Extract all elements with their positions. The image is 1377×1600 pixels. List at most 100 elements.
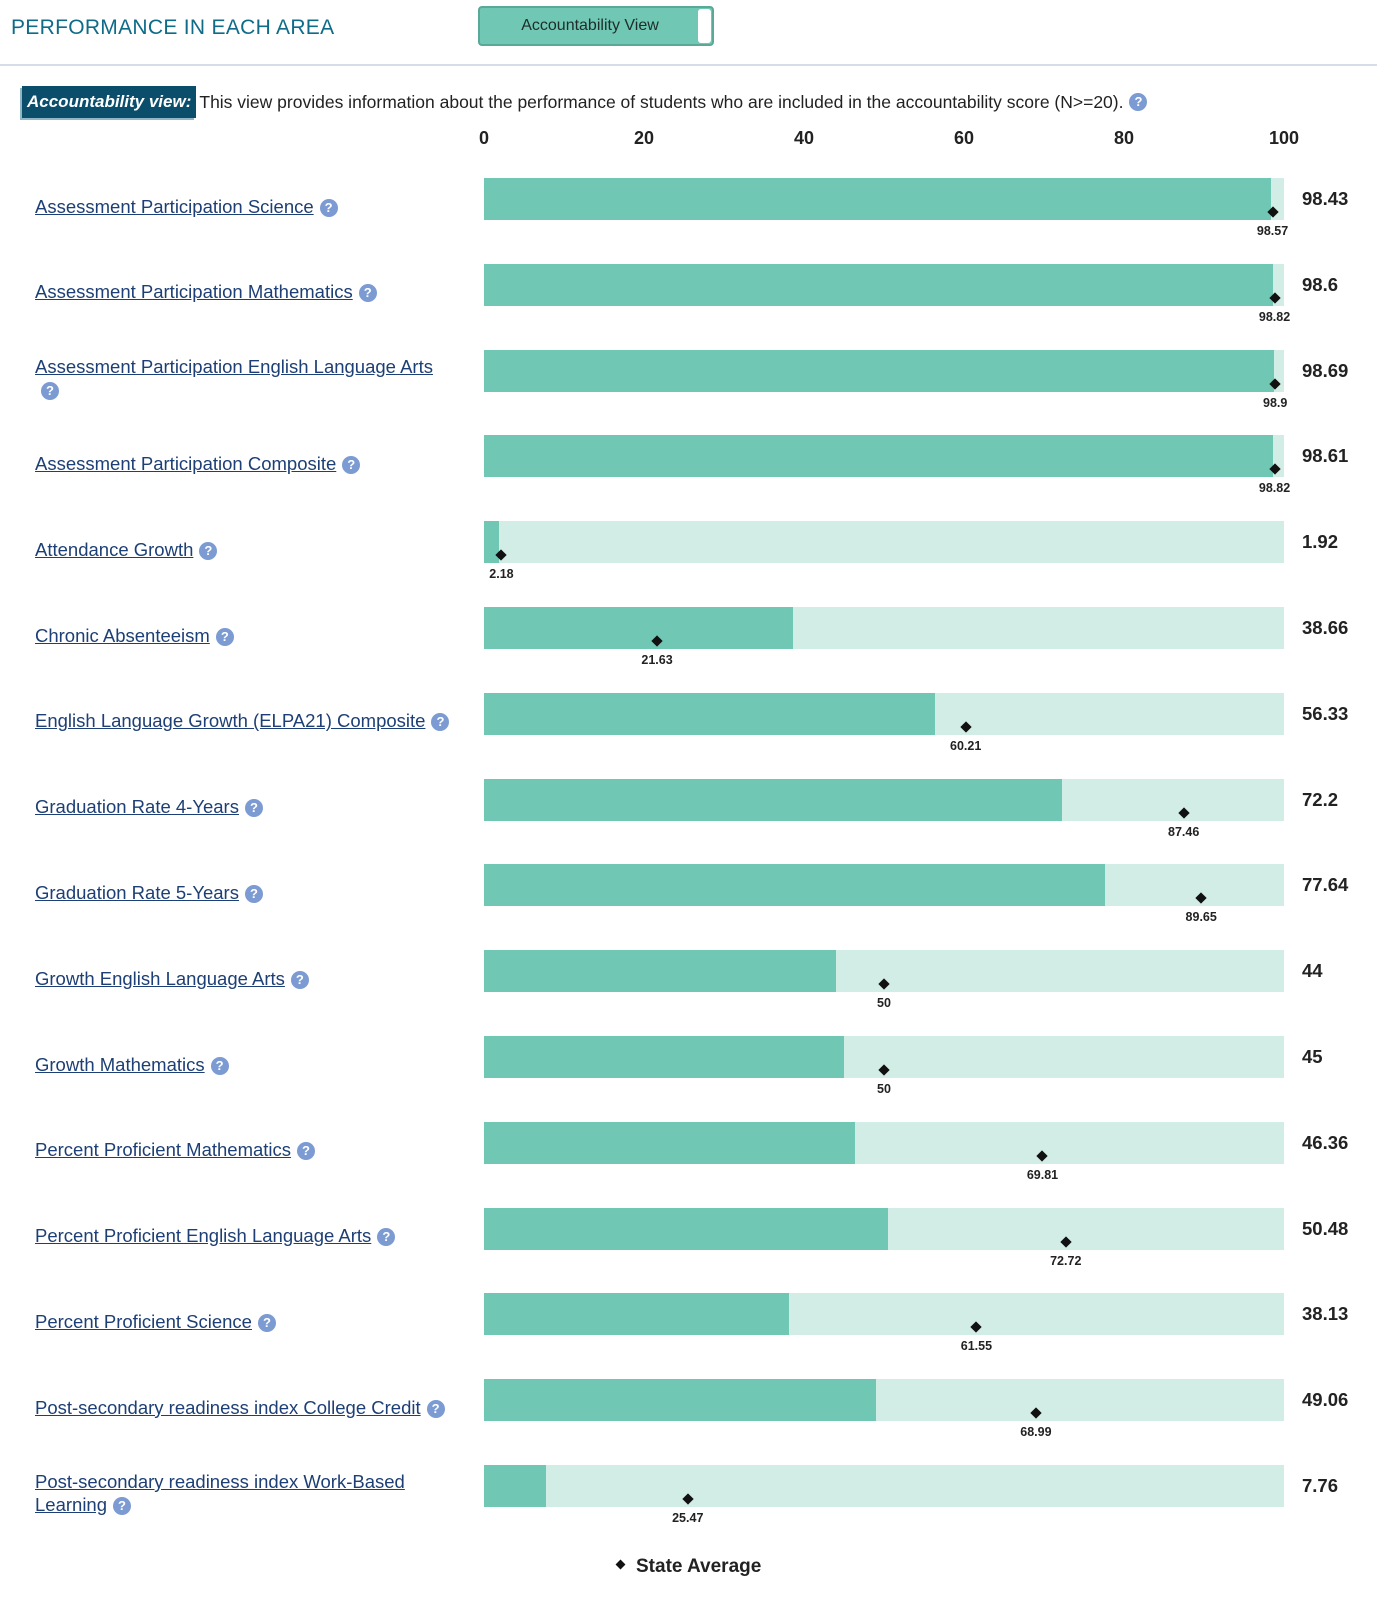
x-tick-label: 80 [1113, 128, 1135, 148]
category-text: Assessment Participation Composite [35, 452, 337, 474]
help-icon[interactable]: ? [426, 1399, 445, 1418]
category-link[interactable]: English Language Growth (ELPA21) Composi… [35, 709, 450, 732]
help-icon[interactable]: ? [257, 1314, 276, 1332]
state-average-label: 61.55 [960, 1339, 993, 1354]
value-label: 44 [1302, 960, 1323, 982]
value-label: 46.36 [1302, 1131, 1349, 1153]
help-icon[interactable]: ? [113, 1497, 132, 1516]
chart-row: Chronic Absenteeism? 21.63 38.66 [0, 593, 1377, 677]
bar-track [484, 1207, 1284, 1250]
state-average-label: 2.18 [489, 567, 514, 582]
help-icon[interactable]: ? [215, 627, 234, 646]
help-icon[interactable]: ? [297, 1142, 316, 1161]
help-icon[interactable]: ? [377, 1228, 396, 1247]
state-average-label: 50 [877, 1082, 891, 1096]
state-average-marker [1036, 1150, 1049, 1162]
value-label: 45 [1302, 1046, 1323, 1067]
category-link[interactable]: Graduation Rate 4-Years? [35, 795, 263, 818]
value-bar [484, 864, 1106, 907]
category-link[interactable]: Growth English Language Arts? [35, 967, 309, 990]
category-text: Graduation Rate 5-Years [35, 881, 239, 903]
value-bar [484, 692, 935, 735]
value-label: 49.06 [1302, 1389, 1349, 1411]
category-link[interactable]: Assessment Participation Mathematics? [35, 280, 377, 303]
value-label: 50.48 [1302, 1217, 1349, 1239]
category-text: Graduation Rate 4-Years [35, 796, 239, 818]
accountability-view-toggle[interactable]: Accountability View [478, 6, 714, 46]
category-label: Post-secondary readiness index College C… [35, 1365, 450, 1449]
category-label: Assessment Participation Mathematics? [35, 250, 450, 334]
chart-row: Growth Mathematics? 50 45 [0, 1022, 1377, 1106]
value-bar [484, 607, 794, 649]
diamond-icon [615, 1560, 626, 1570]
category-link[interactable]: Percent Proficient Science? [35, 1310, 276, 1333]
x-tick-label: 0 [478, 128, 489, 148]
help-icon[interactable]: ? [358, 284, 377, 303]
chart-row: Percent Proficient English Language Arts… [0, 1194, 1377, 1278]
legend: State Average [615, 1556, 761, 1578]
category-label: Percent Proficient Science? [35, 1279, 450, 1363]
value-label: 98.43 [1302, 188, 1349, 209]
category-text: Percent Proficient English Language Arts [35, 1225, 372, 1247]
bar-track [484, 178, 1284, 220]
chart-row: Attendance Growth? 2.18 1.92 [0, 507, 1377, 591]
category-link[interactable]: Graduation Rate 5-Years? [35, 881, 263, 904]
category-label: Assessment Participation Science? [35, 164, 450, 248]
value-label: 98.61 [1302, 445, 1349, 467]
chart-row: Assessment Participation Composite? 98.82… [0, 421, 1377, 505]
category-link[interactable]: Post-secondary readiness index College C… [35, 1396, 445, 1419]
state-average-label: 68.99 [1020, 1425, 1052, 1440]
value-bar [484, 349, 1274, 392]
category-label: Graduation Rate 5-Years? [35, 850, 450, 934]
value-bar [484, 1293, 790, 1336]
help-icon[interactable]: ? [244, 799, 263, 818]
value-label: 56.33 [1302, 702, 1349, 724]
category-link[interactable]: Assessment Participation English Languag… [35, 355, 450, 401]
bar-track [484, 435, 1284, 478]
bar-track [484, 607, 1284, 649]
category-link[interactable]: Percent Proficient English Language Arts… [35, 1224, 396, 1247]
help-icon[interactable]: ? [319, 198, 338, 217]
category-link[interactable]: Chronic Absenteeism? [35, 624, 234, 647]
value-label: 98.6 [1302, 273, 1339, 295]
state-average-marker [1030, 1407, 1042, 1419]
category-text: Percent Proficient Mathematics [35, 1139, 292, 1161]
help-icon[interactable]: ? [210, 1056, 229, 1075]
category-label: Growth Mathematics? [35, 1022, 450, 1106]
category-link[interactable]: Post-secondary readiness index Work-Base… [35, 1470, 450, 1516]
category-link[interactable]: Assessment Participation Composite? [35, 452, 361, 475]
value-label: 72.2 [1302, 788, 1339, 810]
state-average-marker [682, 1493, 694, 1505]
x-tick-label: 20 [633, 128, 655, 148]
category-link[interactable]: Attendance Growth? [35, 538, 218, 561]
help-icon[interactable]: ? [244, 885, 263, 903]
category-label: English Language Growth (ELPA21) Composi… [35, 679, 450, 763]
chart-row: Percent Proficient Science? 61.55 38.13 [0, 1279, 1377, 1363]
help-icon[interactable]: ? [199, 541, 218, 560]
category-label: Assessment Participation English Languag… [35, 336, 450, 420]
category-text: Growth English Language Arts [35, 967, 285, 989]
state-average-marker [1060, 1235, 1072, 1248]
bar-track [484, 950, 1284, 993]
bar-track [484, 349, 1284, 392]
help-icon[interactable]: ? [1129, 93, 1148, 111]
category-link[interactable]: Percent Proficient Mathematics? [35, 1138, 316, 1161]
view-tag: Accountability view: [22, 86, 197, 118]
help-icon[interactable]: ? [342, 456, 361, 474]
bar-track [484, 263, 1284, 306]
category-text: Assessment Participation Science [35, 195, 314, 217]
help-icon[interactable]: ? [431, 713, 450, 732]
view-description-text: This view provides information about the… [199, 91, 1124, 112]
help-icon[interactable]: ? [41, 381, 59, 400]
chart-row: Growth English Language Arts? 50 44 [0, 936, 1377, 1020]
value-label: 1.92 [1302, 531, 1339, 553]
category-text: English Language Growth (ELPA21) Composi… [35, 710, 426, 732]
category-link[interactable]: Assessment Participation Science? [35, 195, 338, 218]
bar-track [484, 521, 1284, 564]
category-label: Attendance Growth? [35, 507, 450, 591]
category-link[interactable]: Growth Mathematics? [35, 1053, 229, 1076]
toggle-knob[interactable] [698, 9, 711, 43]
help-icon[interactable]: ? [290, 970, 309, 989]
value-bar [484, 435, 1273, 478]
bar-track [484, 864, 1284, 907]
